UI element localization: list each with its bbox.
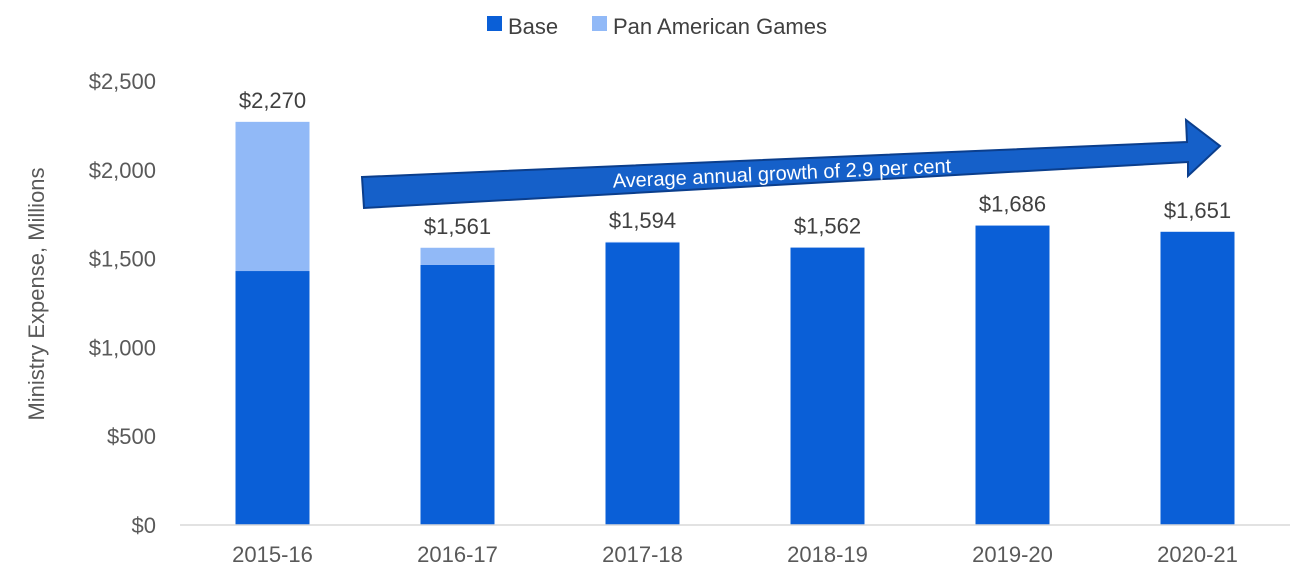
- x-axis-ticks: 2015-16 2016-17 2017-18 2018-19 2019-20 2020-…: [232, 542, 1238, 567]
- y-tick-label: $0: [132, 513, 156, 538]
- bar-base-2016-17: [420, 264, 495, 525]
- bar-base-2020-21: [1160, 231, 1235, 525]
- bar-pan-american-games-2015-16: [235, 121, 310, 272]
- y-tick-label: $1,000: [89, 335, 156, 360]
- legend-label-pan-american-games: Pan American Games: [613, 14, 827, 39]
- legend-swatch-base: [487, 16, 502, 31]
- x-tick-label: 2019-20: [972, 542, 1053, 567]
- bar-base-2015-16: [235, 271, 310, 525]
- total-label: $1,561: [424, 214, 491, 239]
- bar-pan-american-games-2016-17: [420, 247, 495, 265]
- y-tick-label: $2,500: [89, 69, 156, 94]
- total-label: $2,270: [239, 88, 306, 113]
- x-tick-label: 2016-17: [417, 542, 498, 567]
- legend-label-base: Base: [508, 14, 558, 39]
- growth-arrow: Average annual growth of 2.9 per cent: [360, 117, 1222, 210]
- legend: Base Pan American Games: [487, 14, 827, 39]
- total-label: $1,686: [979, 192, 1046, 217]
- x-tick-label: 2017-18: [602, 542, 683, 567]
- x-tick-label: 2018-19: [787, 542, 868, 567]
- bar-base-2017-18: [605, 242, 680, 525]
- bar-base-2018-19: [790, 247, 865, 525]
- total-label: $1,562: [794, 214, 861, 239]
- y-tick-label: $2,000: [89, 158, 156, 183]
- growth-arrow-shape: [360, 117, 1222, 210]
- y-tick-label: $500: [107, 424, 156, 449]
- data-labels: $2,270 $1,561 $1,594 $1,562 $1,686 $1,651: [239, 88, 1231, 239]
- legend-swatch-pan-american-games: [592, 16, 607, 31]
- total-label: $1,651: [1164, 198, 1231, 223]
- x-tick-label: 2015-16: [232, 542, 313, 567]
- bars: [235, 121, 1235, 525]
- x-tick-label: 2020-21: [1157, 542, 1238, 567]
- y-axis-ticks: $0 $500 $1,000 $1,500 $2,000 $2,500: [89, 69, 156, 538]
- total-label: $1,594: [609, 208, 676, 233]
- bar-pan-american-games-2017-18: [605, 241, 680, 243]
- y-tick-label: $1,500: [89, 247, 156, 272]
- y-axis-title: Ministry Expense, Millions: [24, 167, 49, 420]
- bar-base-2019-20: [975, 225, 1050, 525]
